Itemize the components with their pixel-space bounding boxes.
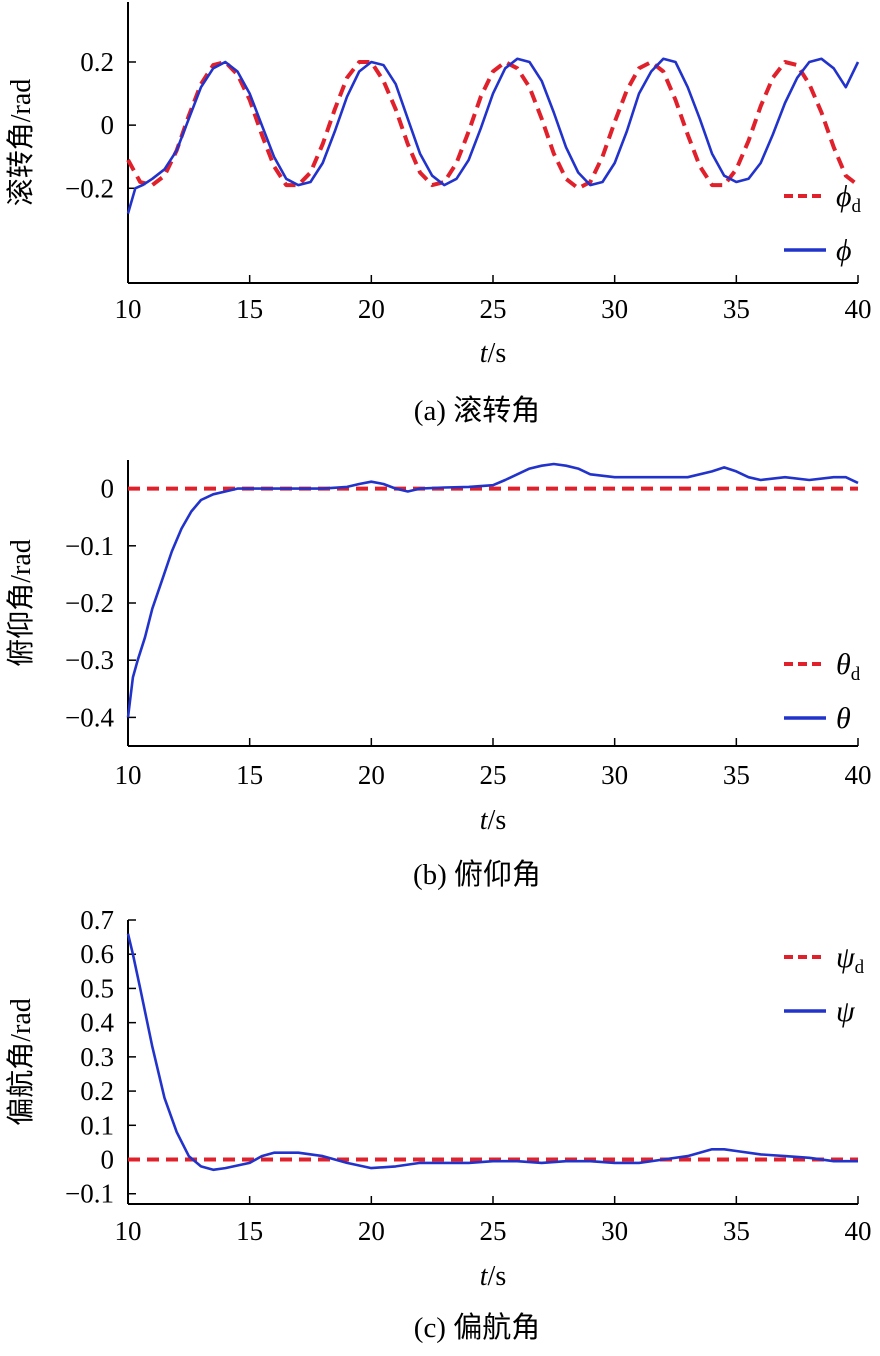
yaw-y-tick-label: 0.2 — [80, 1076, 114, 1106]
yaw-legend-subscript: d — [855, 957, 865, 978]
roll-legend-subscript: d — [852, 196, 862, 217]
yaw-y-tick-label: 0.1 — [80, 1110, 114, 1140]
yaw-legend-label: ψ — [836, 995, 856, 1028]
yaw-x-tick-label: 30 — [601, 1216, 628, 1246]
yaw-y-tick-label: 0.4 — [80, 1008, 114, 1038]
pitch-chart: 10 15 20 25 30 35 40 0 −0.1 −0.2 −0.3 −0.4 俯仰角/rad t/… — [5, 460, 872, 891]
roll-x-tick-label: 15 — [236, 294, 263, 324]
pitch-x-tick-label: 15 — [236, 760, 263, 790]
pitch-x-axis-var: t — [480, 805, 489, 836]
yaw-x-tick-label: 25 — [480, 1216, 507, 1246]
pitch-x-tick-label: 10 — [115, 760, 142, 790]
pitch-y-tick-label: −0.2 — [65, 588, 114, 618]
yaw-y-tick-label: −0.1 — [65, 1179, 114, 1209]
roll-x-tick-label: 30 — [601, 294, 628, 324]
roll-legend-symbol: ϕ — [836, 234, 852, 267]
pitch-x-tick-label: 40 — [845, 760, 872, 790]
roll-series-desired-line — [126, 60, 860, 191]
pitch-legend-label: θ — [836, 702, 851, 735]
pitch-x-axis-unit: /s — [488, 805, 507, 836]
roll-legend-symbol: ϕ — [836, 180, 852, 213]
roll-x-axis-title: t/s — [480, 338, 506, 369]
pitch-legend-symbol: θ — [836, 648, 851, 681]
roll-x-axis-var: t — [480, 338, 489, 369]
yaw-y-tick-label: 0.7 — [80, 905, 114, 935]
yaw-x-tick-label: 15 — [236, 1216, 263, 1246]
roll-y-axis-title: 滚转角/rad — [5, 79, 37, 207]
yaw-y-tick-label: 0 — [101, 1145, 115, 1175]
roll-x-tick-label: 25 — [480, 294, 507, 324]
pitch-y-tick-label: −0.4 — [65, 702, 114, 732]
yaw-x-axis-var: t — [480, 1261, 489, 1292]
yaw-x-tick-label: 10 — [115, 1216, 142, 1246]
pitch-legend-symbol: θ — [836, 702, 851, 735]
yaw-y-tick-label: 0.5 — [80, 973, 114, 1003]
yaw-y-axis-title: 偏航角/rad — [5, 998, 37, 1126]
pitch-legend-subscript: d — [851, 664, 861, 685]
pitch-y-tick-label: −0.3 — [65, 645, 114, 675]
yaw-x-tick-label: 40 — [845, 1216, 872, 1246]
roll-y-tick-label: −0.2 — [65, 173, 114, 203]
roll-legend-label: ϕd — [836, 180, 862, 217]
roll-chart: 10 15 20 25 30 35 40 0.2 0 −0.2 滚转角/rad t/s (a) 滚转角 ϕ… — [5, 2, 872, 427]
pitch-series-actual-line — [126, 462, 859, 718]
pitch-x-tick-label: 20 — [358, 760, 385, 790]
roll-caption: (a) 滚转角 — [414, 394, 540, 427]
yaw-x-tick-label: 35 — [723, 1216, 750, 1246]
roll-x-tick-label: 35 — [723, 294, 750, 324]
yaw-legend-symbol: ψ — [836, 941, 856, 974]
roll-x-tick-label: 10 — [115, 294, 142, 324]
pitch-x-tick-label: 30 — [601, 760, 628, 790]
roll-y-tick-label: 0.2 — [80, 47, 114, 77]
roll-x-tick-label: 20 — [358, 294, 385, 324]
pitch-x-tick-label: 35 — [723, 760, 750, 790]
yaw-x-axis-unit: /s — [488, 1261, 507, 1292]
pitch-y-axis-title: 俯仰角/rad — [5, 539, 37, 667]
yaw-x-tick-label: 20 — [358, 1216, 385, 1246]
yaw-y-tick-label: 0.3 — [80, 1042, 114, 1072]
roll-y-tick-label: 0 — [101, 110, 115, 140]
pitch-x-axis-title: t/s — [480, 805, 506, 836]
yaw-y-tick-label: 0.6 — [80, 939, 114, 969]
pitch-x-tick-label: 25 — [480, 760, 507, 790]
roll-x-tick-label: 40 — [845, 294, 872, 324]
pitch-legend-label: θd — [836, 648, 861, 685]
roll-x-axis-unit: /s — [488, 338, 507, 369]
yaw-legend-symbol: ψ — [836, 995, 856, 1028]
roll-series-actual-line — [126, 57, 860, 214]
pitch-y-tick-label: 0 — [101, 474, 115, 504]
pitch-y-tick-label: −0.1 — [65, 531, 114, 561]
yaw-x-axis-title: t/s — [480, 1261, 506, 1292]
yaw-caption: (c) 偏航角 — [414, 1311, 540, 1344]
yaw-chart: 10 15 20 25 30 35 40 0.7 0.6 0.5 0.4 0.3 0.2 0.1 0 −0.1… — [5, 905, 872, 1344]
roll-legend-label: ϕ — [836, 234, 852, 267]
yaw-series-actual-line — [126, 933, 858, 1172]
pitch-caption: (b) 俯仰角 — [413, 858, 541, 891]
yaw-legend-label: ψd — [836, 941, 865, 978]
